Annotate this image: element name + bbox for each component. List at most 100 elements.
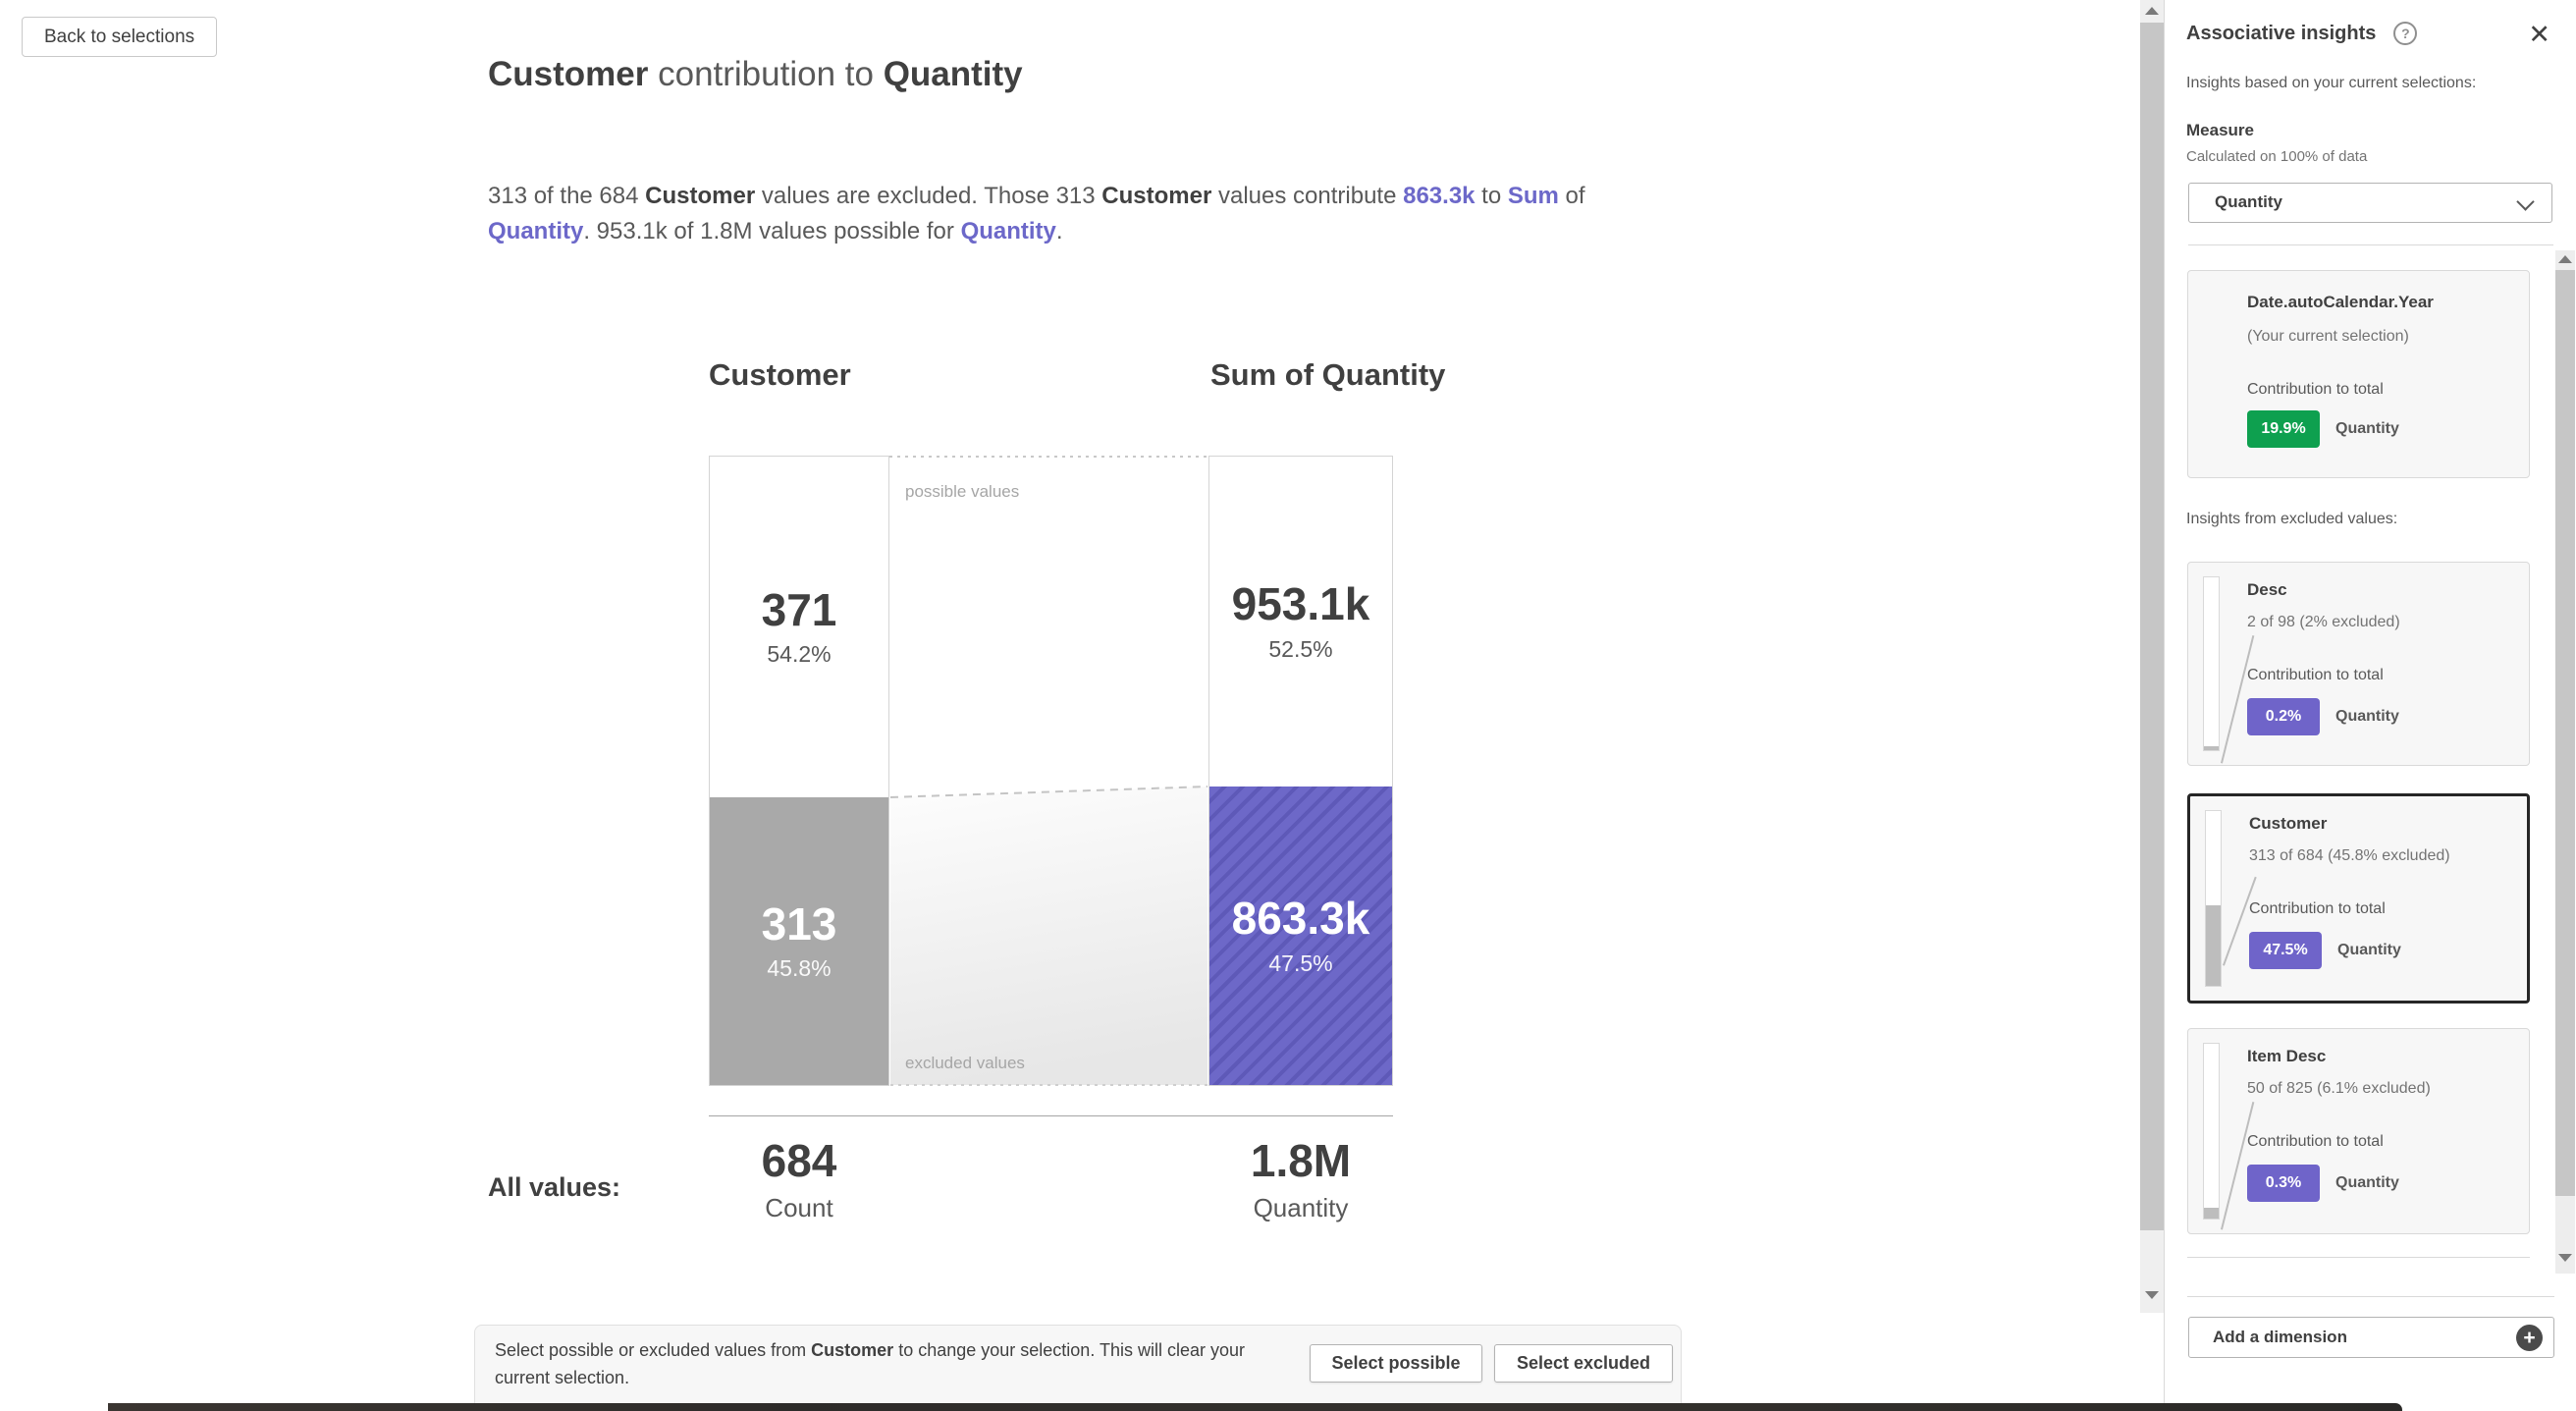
associative-insights-panel: Associative insights ? ✕ Insights based …: [2166, 0, 2576, 1404]
insight-card-current-selection[interactable]: Date.autoCalendar.Year (Your current sel…: [2187, 270, 2530, 478]
contribution-badge: 0.2%: [2247, 698, 2320, 735]
insight-card-desc[interactable]: Desc 2 of 98 (2% excluded) Contribution …: [2187, 562, 2530, 766]
all-values-label: All values:: [488, 1172, 621, 1202]
contribution-label: Contribution to total: [2247, 667, 2384, 683]
badge-measure-label: Quantity: [2335, 708, 2399, 725]
possible-percent: 52.5%: [1268, 635, 1333, 662]
scroll-up-arrow-icon[interactable]: [2558, 255, 2572, 263]
card-title: Customer: [2249, 814, 2328, 833]
customer-excluded-segment[interactable]: 313 45.8%: [710, 796, 888, 1085]
instruction-text: Select possible or excluded values from …: [495, 1336, 1280, 1391]
quantity-total: 1.8M Quantity: [1208, 1137, 1393, 1223]
selection-instruction-bar: Select possible or excluded values from …: [474, 1325, 1682, 1411]
insight-description: 313 of the 684 Customer values are exclu…: [488, 179, 1632, 249]
contribution-label: Contribution to total: [2247, 381, 2384, 398]
desc-text: .: [1055, 218, 1063, 244]
excluded-ratio-fill: [2204, 1208, 2219, 1219]
badge-measure-label: Quantity: [2337, 942, 2401, 958]
help-icon[interactable]: ?: [2393, 22, 2418, 45]
desc-text: of: [1558, 183, 1585, 209]
card-title: Item Desc: [2247, 1047, 2327, 1065]
quantity-link[interactable]: Quantity: [488, 218, 584, 244]
panel-header: Associative insights ?: [2186, 22, 2418, 45]
excluded-insights-header: Insights from excluded values:: [2186, 511, 2398, 527]
scroll-down-arrow-icon[interactable]: [2558, 1254, 2572, 1262]
customer-bar-column: 371 54.2% 313 45.8%: [709, 456, 889, 1086]
insight-card-customer[interactable]: Customer 313 of 684 (45.8% excluded) Con…: [2187, 793, 2530, 1004]
customer-possible-segment[interactable]: 371 54.2%: [710, 457, 888, 797]
contribution-badge: 47.5%: [2249, 932, 2322, 969]
panel-subtitle: Insights based on your current selection…: [2186, 75, 2477, 91]
excluded-count: 313: [761, 897, 837, 950]
card-subtitle: 313 of 684 (45.8% excluded): [2249, 847, 2450, 864]
contribution-row: 47.5% Quantity: [2249, 932, 2401, 969]
quantity-possible-segment[interactable]: 953.1k 52.5%: [1209, 457, 1392, 787]
scroll-up-arrow-icon[interactable]: [2145, 7, 2159, 15]
contribution-label: Contribution to total: [2249, 900, 2386, 917]
possible-sum: 953.1k: [1231, 578, 1370, 630]
select-excluded-button[interactable]: Select excluded: [1494, 1344, 1673, 1383]
panel-scrollbar-thumb[interactable]: [2555, 270, 2575, 1196]
main-scrollbar[interactable]: [2140, 0, 2164, 1313]
total-quantity: 1.8M: [1250, 1135, 1352, 1186]
back-to-selections-button[interactable]: Back to selections: [22, 17, 218, 57]
excluded-ratio-fill: [2204, 746, 2219, 750]
contribution-label: Contribution to total: [2247, 1133, 2384, 1150]
customer-total: 684 Count: [709, 1137, 889, 1223]
chart-total-divider: [709, 1115, 1393, 1116]
add-dimension-button[interactable]: Add a dimension +: [2188, 1317, 2554, 1358]
divider: [2188, 244, 2553, 245]
page-title: Customer contribution to Quantity: [488, 55, 1023, 94]
quantity-excluded-segment[interactable]: 863.3k 47.5%: [1209, 787, 1392, 1085]
possible-values-label: possible values: [905, 482, 1019, 501]
card-subtitle: (Your current selection): [2247, 328, 2409, 345]
possible-percent: 54.2%: [767, 641, 832, 668]
instruction-part: to change your selection. This will clea…: [495, 1340, 1246, 1387]
title-dimension: Customer: [488, 55, 649, 93]
quantity-bar-column: 953.1k 52.5% 863.3k 47.5%: [1208, 456, 1393, 1086]
measure-dropdown[interactable]: Quantity: [2188, 183, 2552, 223]
divider: [2187, 1296, 2554, 1297]
badge-measure-label: Quantity: [2335, 420, 2399, 437]
measure-note: Calculated on 100% of data: [2186, 148, 2368, 165]
divider: [2187, 1257, 2530, 1258]
chevron-down-icon: [2516, 192, 2535, 211]
title-middle: contribution to: [648, 55, 884, 93]
plus-icon: +: [2516, 1325, 2543, 1351]
close-icon[interactable]: ✕: [2528, 20, 2550, 49]
excluded-top-dashed-line: [889, 786, 1208, 798]
badge-measure-label: Quantity: [2335, 1174, 2399, 1191]
desc-text: values contribute: [1211, 183, 1404, 209]
select-possible-button[interactable]: Select possible: [1310, 1344, 1482, 1383]
panel-scrollbar[interactable]: [2555, 250, 2575, 1274]
excluded-ratio-bar: [2203, 576, 2220, 751]
excluded-values-label: excluded values: [905, 1054, 1025, 1072]
contribution-badge: 0.3%: [2247, 1165, 2320, 1202]
sum-link[interactable]: Sum: [1507, 183, 1559, 209]
title-measure: Quantity: [883, 55, 1023, 93]
main-scrollbar-thumb[interactable]: [2140, 23, 2164, 1230]
excluded-ratio-bar: [2205, 810, 2222, 987]
total-quantity-label: Quantity: [1253, 1193, 1349, 1223]
card-title: Date.autoCalendar.Year: [2247, 293, 2434, 311]
card-subtitle: 50 of 825 (6.1% excluded): [2247, 1080, 2431, 1097]
possible-count: 371: [761, 583, 837, 635]
contribution-badge: 19.9%: [2247, 410, 2320, 448]
contribution-row: 0.2% Quantity: [2247, 698, 2399, 735]
chart-connector: possible values excluded values: [889, 456, 1208, 1086]
excluded-sum: 863.3k: [1231, 893, 1370, 945]
desc-text: 313 of the 684: [488, 183, 646, 209]
scroll-down-arrow-icon[interactable]: [2145, 1291, 2159, 1299]
column-header-sum-of-quantity: Sum of Quantity: [1210, 357, 1446, 392]
quantity-link[interactable]: Quantity: [960, 218, 1056, 244]
contribution-row: 19.9% Quantity: [2247, 410, 2399, 448]
panel-separator: [2164, 0, 2165, 1404]
desc-text: . 953.1k of 1.8M values possible for: [583, 218, 961, 244]
excluded-value-link[interactable]: 863.3k: [1403, 183, 1476, 209]
card-title: Desc: [2247, 580, 2287, 599]
instruction-dimension: Customer: [811, 1340, 894, 1360]
insight-card-item-desc[interactable]: Item Desc 50 of 825 (6.1% excluded) Cont…: [2187, 1028, 2530, 1234]
panel-title: Associative insights: [2186, 22, 2377, 44]
background-app-strip: [108, 1403, 2402, 1411]
